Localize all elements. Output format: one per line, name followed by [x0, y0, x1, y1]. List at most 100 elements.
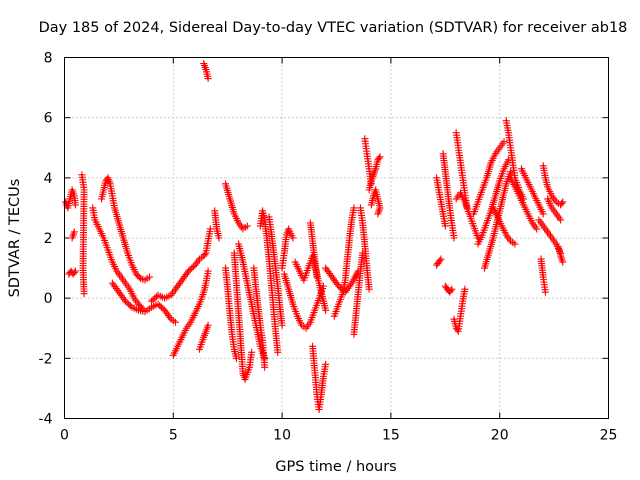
x-tick-label: 20 [491, 428, 509, 444]
series-arc-ax [554, 243, 567, 266]
data-point [376, 153, 384, 161]
data-point [374, 210, 382, 218]
series-arc-m [222, 180, 251, 233]
data-point [148, 297, 156, 305]
data-point [123, 299, 131, 307]
data-point [157, 303, 165, 311]
x-axis-label: GPS time / hours [275, 459, 396, 475]
data-point [171, 318, 179, 326]
series-arc-ad [365, 153, 384, 194]
series-arc-a [62, 186, 79, 212]
series-arc-ah [439, 150, 458, 242]
series-arc-i [169, 267, 212, 359]
data-point [204, 267, 212, 275]
x-tick-label: 15 [382, 428, 400, 444]
series-arc-ab [356, 204, 373, 293]
data-point [448, 285, 456, 293]
data-point [136, 302, 144, 310]
data-point [189, 263, 197, 271]
plot-frame [64, 57, 609, 419]
x-tick-label: 0 [60, 428, 69, 444]
data-point [232, 354, 240, 362]
x-tick-label: 25 [600, 428, 618, 444]
series-arc-n [222, 264, 240, 362]
series-arc-as [517, 165, 547, 218]
data-point [70, 269, 78, 277]
data-point [335, 282, 343, 290]
data-point [453, 326, 461, 334]
data-point [350, 204, 358, 212]
data-point [559, 258, 567, 266]
data-point [441, 222, 449, 230]
series-arc-g [108, 279, 179, 326]
data-point [500, 138, 508, 146]
data-point [135, 273, 143, 281]
data-point [185, 267, 193, 275]
data-point [186, 266, 194, 274]
data-point [322, 360, 330, 368]
data-point [188, 264, 196, 272]
series-arc-ap [489, 204, 519, 248]
data-point [557, 216, 565, 224]
data-point [145, 273, 153, 281]
series-arc-av [539, 162, 567, 209]
y-axis-label: SDTVAR / TECUs [7, 179, 23, 298]
data-point [375, 154, 383, 162]
data-point [137, 303, 145, 311]
y-tick-label: 2 [44, 231, 53, 247]
series-arc-c [68, 228, 78, 242]
series-arc-aq [502, 117, 528, 203]
x-tick-label: 10 [273, 428, 291, 444]
data-point [149, 296, 157, 304]
series-arc-o [230, 249, 256, 383]
series-arc-l [211, 207, 223, 242]
series-arc-ai [441, 282, 456, 296]
series-arc-ag [433, 174, 449, 230]
series-arc-u [280, 270, 327, 332]
data-point [134, 300, 142, 308]
y-tick-label: -4 [39, 412, 53, 428]
data-point [204, 321, 212, 329]
series-arc-an [474, 156, 512, 248]
data-points [62, 60, 567, 413]
data-point [461, 285, 469, 293]
y-tick-label: 8 [44, 51, 53, 67]
series-arc-j [195, 321, 212, 353]
data-point [215, 234, 223, 242]
data-point [511, 240, 519, 248]
data-point [125, 300, 133, 308]
data-point [533, 225, 541, 233]
series-arc-q [250, 264, 269, 371]
x-tick-label: 5 [169, 428, 178, 444]
data-point [71, 267, 79, 275]
series-arc-b [65, 267, 79, 278]
data-point [365, 285, 373, 293]
data-point [126, 302, 134, 310]
series-arc-w [306, 219, 321, 281]
data-point [507, 168, 515, 176]
data-point [278, 321, 286, 329]
data-point [154, 300, 162, 308]
data-point [447, 287, 455, 295]
data-point [322, 306, 330, 314]
series-arc-s [265, 213, 286, 329]
series-arc-f [97, 174, 153, 284]
series-arc-d [78, 171, 88, 298]
data-point [248, 348, 256, 356]
series-arc-k [200, 60, 212, 83]
series-arc-af [433, 255, 445, 269]
data-point [436, 257, 444, 265]
series-arc-ar [507, 174, 541, 233]
data-point [559, 198, 567, 206]
data-point [132, 270, 140, 278]
y-tick-label: -2 [39, 351, 53, 367]
series-arc-e [89, 204, 147, 313]
data-point [151, 294, 159, 302]
data-point [437, 255, 445, 263]
series-arc-am [470, 138, 508, 218]
data-point [134, 272, 142, 280]
data-point [539, 210, 547, 218]
data-point [558, 199, 566, 207]
series-arc-au [537, 255, 549, 296]
data-point [289, 234, 297, 242]
